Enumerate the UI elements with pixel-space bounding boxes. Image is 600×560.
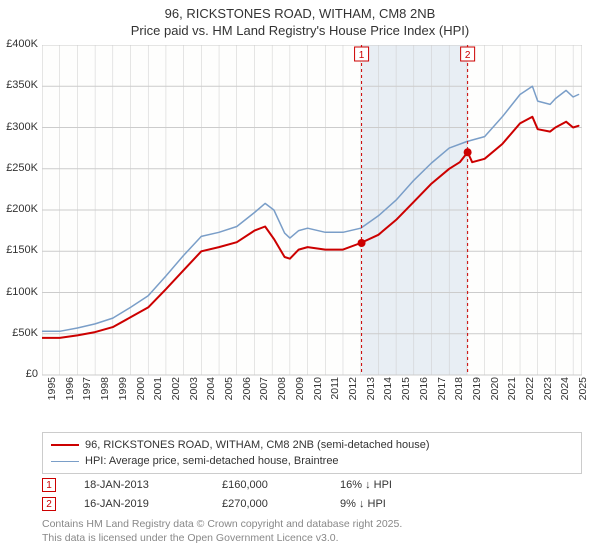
x-tick-label: 1995: [46, 377, 58, 407]
x-tick-label: 2008: [276, 377, 288, 407]
marker-delta: 16% ↓ HPI: [340, 479, 392, 491]
marker-date: 18-JAN-2013: [84, 479, 194, 491]
legend-label: 96, RICKSTONES ROAD, WITHAM, CM8 2NB (se…: [85, 439, 430, 451]
y-tick-label: £100K: [0, 286, 38, 298]
chart-title-line1: 96, RICKSTONES ROAD, WITHAM, CM8 2NB: [0, 6, 600, 21]
marker-delta: 9% ↓ HPI: [340, 498, 386, 510]
y-tick-label: £200K: [0, 203, 38, 215]
chart-svg: 12: [42, 45, 582, 410]
x-tick-label: 2007: [258, 377, 270, 407]
x-tick-label: 2009: [294, 377, 306, 407]
x-tick-label: 2017: [436, 377, 448, 407]
y-tick-label: £50K: [0, 327, 38, 339]
copyright-line2: This data is licensed under the Open Gov…: [42, 532, 582, 546]
legend-label: HPI: Average price, semi-detached house,…: [85, 455, 339, 467]
x-tick-label: 2010: [312, 377, 324, 407]
chart-title-line2: Price paid vs. HM Land Registry's House …: [0, 23, 600, 38]
x-tick-label: 2016: [418, 377, 430, 407]
x-tick-label: 2020: [489, 377, 501, 407]
svg-text:1: 1: [359, 50, 365, 61]
marker-price: £160,000: [222, 479, 312, 491]
legend-swatch: [51, 444, 79, 446]
x-tick-label: 2014: [382, 377, 394, 407]
marker-table-row: 1 18-JAN-2013 £160,000 16% ↓ HPI: [42, 475, 582, 494]
y-tick-label: £400K: [0, 38, 38, 50]
x-tick-label: 2021: [506, 377, 518, 407]
x-tick-label: 2003: [188, 377, 200, 407]
copyright-notice: Contains HM Land Registry data © Crown c…: [42, 518, 582, 545]
x-tick-label: 2002: [170, 377, 182, 407]
x-tick-label: 2006: [241, 377, 253, 407]
x-tick-label: 1998: [99, 377, 111, 407]
x-tick-label: 1999: [117, 377, 129, 407]
x-tick-label: 2001: [152, 377, 164, 407]
marker-price: £270,000: [222, 498, 312, 510]
x-tick-label: 1997: [81, 377, 93, 407]
marker-id-box: 2: [42, 497, 56, 511]
marker-table-row: 2 16-JAN-2019 £270,000 9% ↓ HPI: [42, 494, 582, 513]
y-tick-label: £300K: [0, 121, 38, 133]
svg-text:2: 2: [465, 50, 471, 61]
x-tick-label: 2018: [453, 377, 465, 407]
x-tick-label: 2013: [365, 377, 377, 407]
x-tick-label: 1996: [64, 377, 76, 407]
copyright-line1: Contains HM Land Registry data © Crown c…: [42, 518, 582, 532]
y-tick-label: £150K: [0, 244, 38, 256]
x-tick-label: 2011: [329, 377, 341, 407]
x-tick-label: 2023: [542, 377, 554, 407]
x-tick-label: 2022: [524, 377, 536, 407]
x-tick-label: 2005: [223, 377, 235, 407]
legend-row: 96, RICKSTONES ROAD, WITHAM, CM8 2NB (se…: [51, 437, 573, 453]
marker-date: 16-JAN-2019: [84, 498, 194, 510]
x-tick-label: 2024: [559, 377, 571, 407]
x-tick-label: 2015: [400, 377, 412, 407]
chart-title-block: 96, RICKSTONES ROAD, WITHAM, CM8 2NB Pri…: [0, 0, 600, 38]
x-tick-label: 2004: [205, 377, 217, 407]
y-tick-label: £250K: [0, 162, 38, 174]
x-tick-label: 2012: [347, 377, 359, 407]
y-tick-label: £0: [0, 368, 38, 380]
legend-row: HPI: Average price, semi-detached house,…: [51, 453, 573, 469]
legend-swatch: [51, 461, 79, 462]
marker-id-box: 1: [42, 478, 56, 492]
x-tick-label: 2019: [471, 377, 483, 407]
marker-table: 1 18-JAN-2013 £160,000 16% ↓ HPI 2 16-JAN-201…: [42, 475, 582, 513]
x-tick-label: 2000: [135, 377, 147, 407]
chart-area: 12: [42, 45, 582, 410]
x-tick-label: 2025: [577, 377, 589, 407]
legend-box: 96, RICKSTONES ROAD, WITHAM, CM8 2NB (se…: [42, 432, 582, 474]
y-tick-label: £350K: [0, 79, 38, 91]
